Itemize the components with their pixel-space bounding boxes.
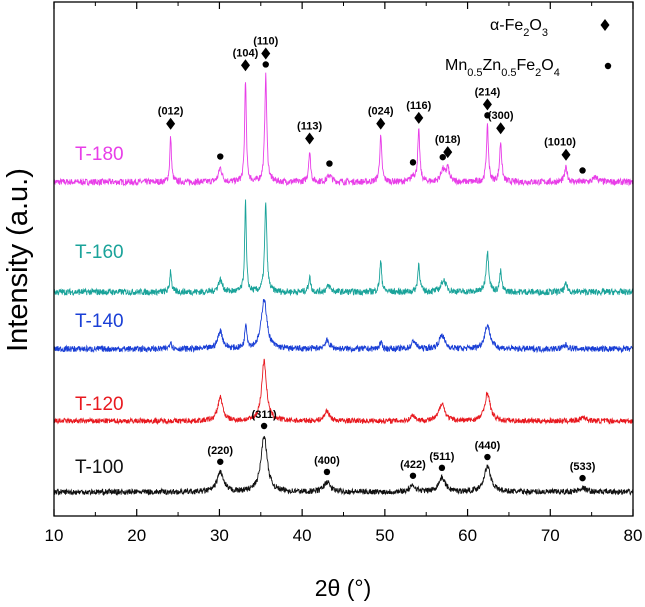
diamond-marker — [443, 146, 453, 159]
x-axis-title: 2θ (°) — [315, 575, 372, 601]
subscript: 3 — [542, 27, 548, 39]
subscript: 2 — [523, 27, 529, 39]
circle-marker — [439, 153, 446, 161]
peak-label: (533) — [570, 461, 596, 473]
series-label-t-180: T-180 — [75, 144, 124, 165]
diamond-marker — [496, 122, 506, 135]
peak-label: (104) — [233, 47, 259, 59]
peak-label: (1010) — [544, 137, 576, 149]
series-label-t-140: T-140 — [75, 311, 124, 332]
x-tick-label: 30 — [210, 526, 229, 545]
series-label-t-160: T-160 — [75, 242, 124, 263]
peak-label: (422) — [400, 459, 426, 471]
peak-label: (113) — [297, 121, 322, 133]
series-label-t-120: T-120 — [75, 394, 124, 415]
series-line-t-180 — [53, 72, 634, 187]
circle-marker — [604, 62, 612, 70]
diamond-marker — [261, 47, 271, 60]
y-axis-title: Intensity (a.u.) — [2, 168, 34, 352]
subscript: 4 — [554, 67, 560, 79]
diamond-marker — [414, 111, 424, 124]
series-label-t-100: T-100 — [75, 457, 124, 478]
circle-marker — [438, 464, 446, 472]
label-layer: T-180 T-160 T-140 T-120 T-100 — [75, 144, 124, 478]
peak-label: (024) — [368, 106, 394, 118]
text-part: Zn — [483, 57, 502, 74]
subscript: 0.5 — [501, 67, 516, 79]
peak-label: (511) — [429, 451, 454, 463]
circle-marker — [484, 453, 491, 461]
peak-label: (012) — [158, 106, 184, 118]
peak-label: (220) — [207, 445, 233, 457]
subscript: 2 — [535, 67, 541, 79]
x-tick-label: 50 — [375, 526, 394, 545]
diamond-marker — [305, 132, 315, 145]
series-line-t-120 — [53, 358, 634, 426]
peak-label: (400) — [314, 455, 340, 467]
series-line-t-160 — [53, 199, 634, 297]
circle-marker — [579, 167, 586, 174]
series-line-t-100 — [53, 435, 634, 497]
peak-label: (440) — [475, 440, 501, 452]
circle-marker — [217, 153, 224, 160]
subscript: 0.5 — [467, 67, 482, 79]
peak-label: (110) — [253, 35, 278, 47]
text-part: Mn — [445, 57, 467, 74]
x-tick-label: 60 — [458, 526, 477, 545]
axis-layer: 10 20 30 40 50 60 70 80 — [45, 2, 643, 545]
diamond-marker — [376, 117, 386, 130]
peak-label: (311) — [252, 409, 277, 421]
circle-marker — [326, 160, 333, 167]
peak-label: (116) — [406, 100, 431, 112]
diamond-marker — [600, 19, 610, 31]
diamond-marker — [166, 117, 176, 130]
x-tick-label: 10 — [45, 526, 64, 545]
text-part: O — [529, 17, 541, 34]
x-tick-label: 40 — [293, 526, 312, 545]
diamond-marker — [561, 148, 571, 161]
marker-layer: (012) (104)(110) (113) (024) (116) (018) (214)… — [158, 35, 596, 482]
circle-marker — [262, 61, 269, 68]
peak-label: (300) — [488, 110, 514, 122]
series-layer — [53, 72, 634, 497]
x-tick-label: 20 — [127, 526, 146, 545]
diamond-marker — [482, 98, 492, 111]
circle-marker — [484, 112, 491, 119]
x-tick-label: 70 — [541, 526, 560, 545]
circle-marker — [323, 468, 331, 476]
circle-marker — [579, 474, 586, 482]
peak-label: (018) — [435, 134, 461, 146]
x-tick-label: 80 — [624, 526, 643, 545]
diamond-marker — [240, 59, 250, 72]
series-line-t-140 — [53, 299, 634, 354]
text-part: α-Fe — [490, 17, 523, 34]
circle-marker — [217, 458, 224, 465]
legend-label-hematite: α-Fe2O3 — [490, 17, 548, 39]
circle-marker — [260, 422, 268, 430]
legend-label-ferrite: Mn0.5Zn0.5Fe2O4 — [445, 57, 560, 79]
circle-marker — [409, 159, 417, 166]
circle-marker — [409, 472, 417, 479]
peak-label: (214) — [475, 86, 501, 98]
text-part: O — [541, 57, 553, 74]
text-part: Fe — [517, 57, 536, 74]
